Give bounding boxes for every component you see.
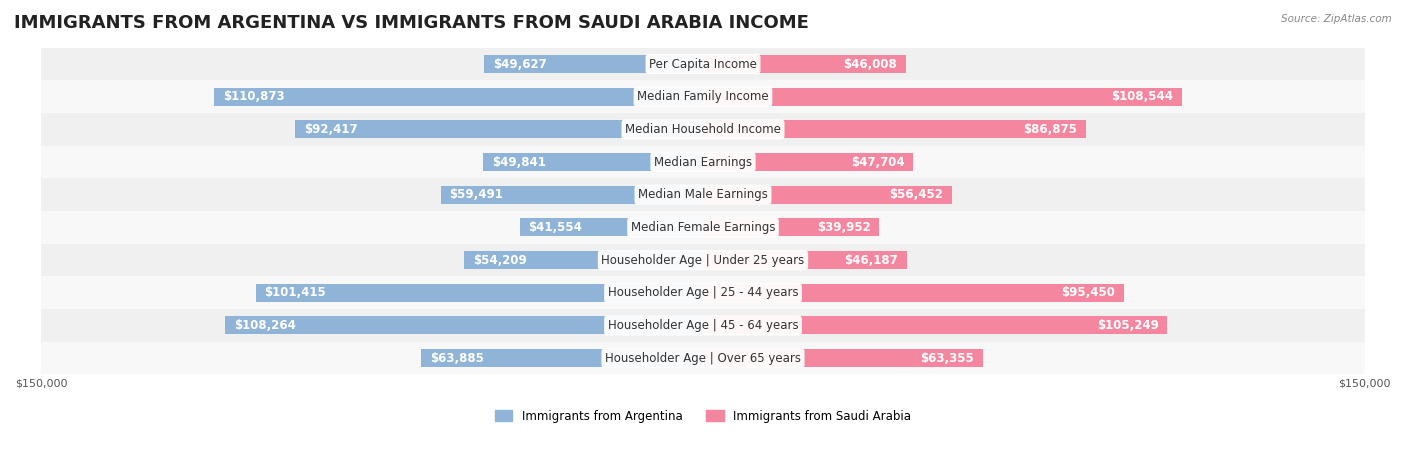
Text: Median Household Income: Median Household Income (626, 123, 780, 136)
Bar (520, 219, 703, 236)
Bar (41, 146, 1365, 178)
Bar (41, 48, 1365, 80)
Text: Median Female Earnings: Median Female Earnings (631, 221, 775, 234)
Bar (703, 186, 952, 204)
Text: Householder Age | Under 25 years: Householder Age | Under 25 years (602, 254, 804, 267)
Bar (703, 219, 879, 236)
Bar (703, 55, 905, 73)
Text: $108,544: $108,544 (1111, 90, 1173, 103)
Bar (703, 317, 1167, 334)
Text: $41,554: $41,554 (529, 221, 582, 234)
Bar (41, 276, 1365, 309)
Bar (41, 309, 1365, 342)
Bar (440, 186, 703, 204)
Bar (41, 178, 1365, 211)
Bar (484, 55, 703, 73)
Bar (703, 120, 1087, 138)
Bar (41, 211, 1365, 244)
Bar (422, 349, 703, 367)
Text: $56,452: $56,452 (890, 188, 943, 201)
Text: Median Male Earnings: Median Male Earnings (638, 188, 768, 201)
Text: $46,008: $46,008 (844, 57, 897, 71)
Text: Householder Age | Over 65 years: Householder Age | Over 65 years (605, 352, 801, 365)
Text: $46,187: $46,187 (844, 254, 898, 267)
Bar (41, 113, 1365, 146)
Bar (703, 284, 1123, 302)
Bar (464, 251, 703, 269)
Text: $86,875: $86,875 (1024, 123, 1077, 136)
Bar (703, 153, 914, 171)
Text: $101,415: $101,415 (264, 286, 326, 299)
Text: IMMIGRANTS FROM ARGENTINA VS IMMIGRANTS FROM SAUDI ARABIA INCOME: IMMIGRANTS FROM ARGENTINA VS IMMIGRANTS … (14, 14, 808, 32)
Text: $95,450: $95,450 (1062, 286, 1115, 299)
Text: $59,491: $59,491 (450, 188, 503, 201)
Text: $108,264: $108,264 (235, 319, 297, 332)
Bar (225, 317, 703, 334)
Bar (214, 88, 703, 106)
Text: Householder Age | 25 - 44 years: Householder Age | 25 - 44 years (607, 286, 799, 299)
Bar (256, 284, 703, 302)
Text: Per Capita Income: Per Capita Income (650, 57, 756, 71)
Text: $47,704: $47,704 (851, 156, 904, 169)
Bar (295, 120, 703, 138)
Text: $39,952: $39,952 (817, 221, 870, 234)
Text: $49,627: $49,627 (494, 57, 547, 71)
Text: $49,841: $49,841 (492, 156, 546, 169)
Bar (41, 80, 1365, 113)
Text: Householder Age | 45 - 64 years: Householder Age | 45 - 64 years (607, 319, 799, 332)
Bar (703, 251, 907, 269)
Bar (703, 349, 983, 367)
Text: $54,209: $54,209 (472, 254, 526, 267)
Text: Median Earnings: Median Earnings (654, 156, 752, 169)
Text: Median Family Income: Median Family Income (637, 90, 769, 103)
Text: $92,417: $92,417 (304, 123, 357, 136)
Legend: Immigrants from Argentina, Immigrants from Saudi Arabia: Immigrants from Argentina, Immigrants fr… (489, 405, 917, 427)
Text: $110,873: $110,873 (222, 90, 284, 103)
Bar (41, 244, 1365, 276)
Text: Source: ZipAtlas.com: Source: ZipAtlas.com (1281, 14, 1392, 24)
Bar (484, 153, 703, 171)
Text: $63,885: $63,885 (430, 352, 484, 365)
Bar (703, 88, 1182, 106)
Text: $63,355: $63,355 (920, 352, 974, 365)
Bar (41, 342, 1365, 375)
Text: $105,249: $105,249 (1097, 319, 1159, 332)
